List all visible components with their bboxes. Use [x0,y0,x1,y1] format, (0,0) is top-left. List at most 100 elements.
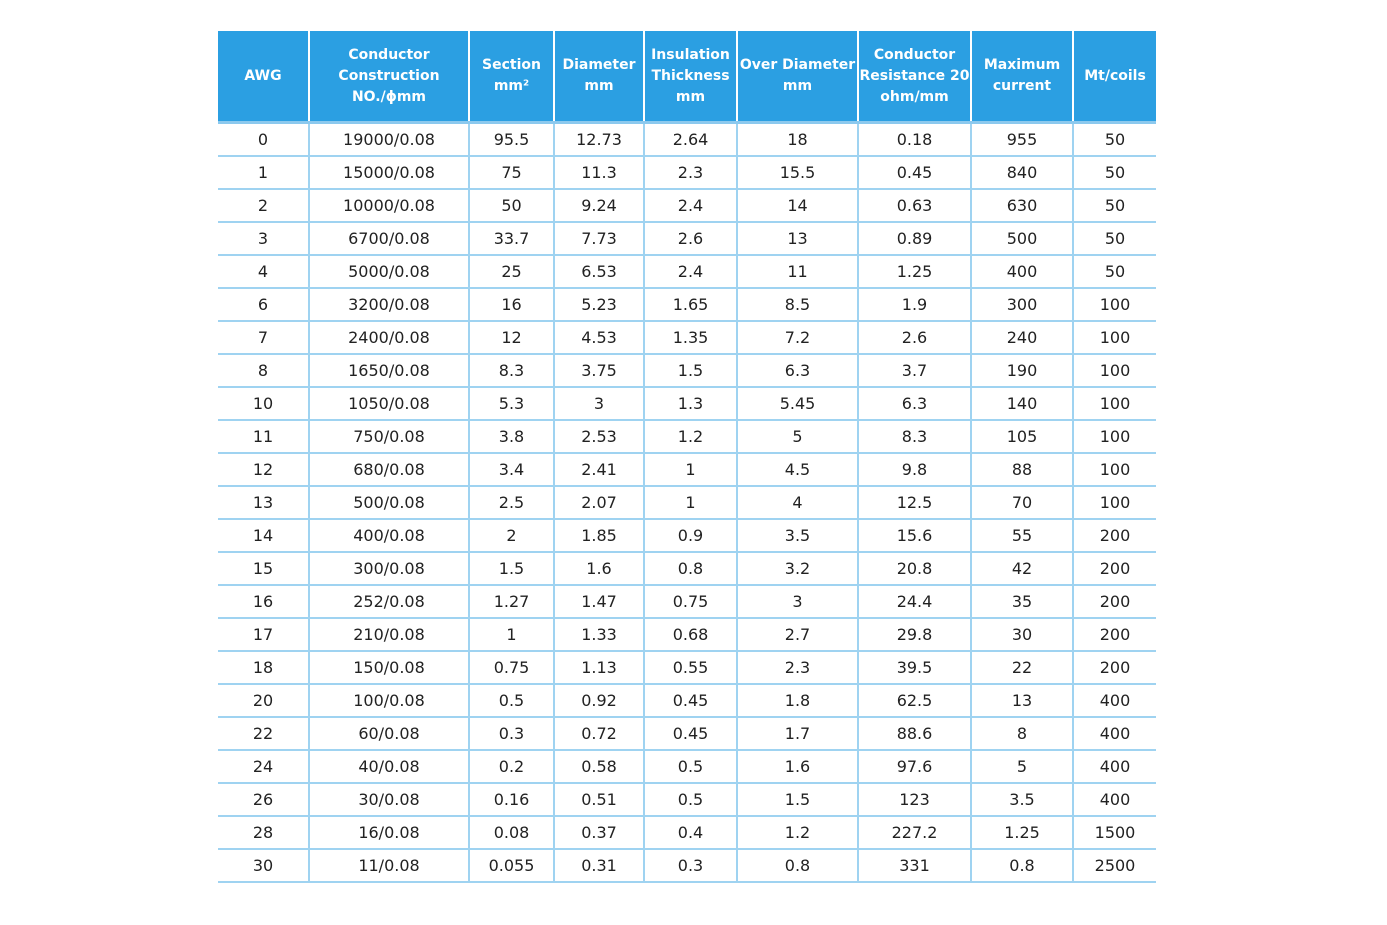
header-text: mm² [493,78,530,94]
table-cell: 2 [468,519,554,553]
table-cell: 190 [970,354,1073,388]
table-cell: 13 [970,684,1073,718]
table-cell: 300/0.08 [308,552,469,586]
table-cell: 10 [218,387,309,421]
table-cell: 8 [218,354,309,388]
table-cell: 16 [468,288,554,322]
table-cell: 50 [1072,255,1156,289]
table-cell: 1.6 [736,750,858,784]
table-row: 1 15000/0.08 75 11.3 2.3 15.5 0.45 840 50 [218,156,1156,190]
table-cell: 2.41 [553,453,644,487]
table-cell: 30 [970,618,1073,652]
table-cell: 1 [468,618,554,652]
table-cell: 13 [218,486,309,520]
table-cell: 0.92 [553,684,644,718]
table-cell: 1.33 [553,618,644,652]
table-cell: 2400/0.08 [308,321,469,355]
table-cell: 70 [970,486,1073,520]
table-cell: 2.64 [643,122,737,157]
table-cell: 3 [218,222,309,256]
header-text: Diameter [562,57,636,73]
table-cell: 1.13 [553,651,644,685]
table-row: 28 16/0.08 0.08 0.37 0.4 1.2 227.2 1.25 1500 [218,816,1156,850]
table-row: 10 1050/0.08 5.3 3 1.3 5.45 6.3 140 100 [218,387,1156,421]
table-row: 18 150/0.08 0.75 1.13 0.55 2.3 39.5 22 200 [218,651,1156,685]
table-row: 26 30/0.08 0.16 0.51 0.5 1.5 123 3.5 400 [218,783,1156,817]
table-cell: 11.3 [553,156,644,190]
table-cell: 11 [218,420,309,454]
table-cell: 50 [468,189,554,223]
table-cell: 12.5 [857,486,971,520]
table-cell: 9.8 [857,453,971,487]
spec-table: AWG Conductor Construction NO./ϕmm Section mm… [218,31,1156,883]
table-cell: 0.18 [857,122,971,157]
table-cell: 14 [736,189,858,223]
table-cell: 6.3 [736,354,858,388]
table-cell: 0.5 [468,684,554,718]
table-cell: 8 [970,717,1073,751]
table-cell: 3.5 [970,783,1073,817]
table-cell: 105 [970,420,1073,454]
table-cell: 17 [218,618,309,652]
table-cell: 2.7 [736,618,858,652]
table-cell: 15.5 [736,156,858,190]
table-cell: 20 [218,684,309,718]
header-text: Conductor [348,46,430,63]
table-cell: 0.45 [643,717,737,751]
table-cell: 1 [643,486,737,520]
table-cell: 4 [218,255,309,289]
table-row: 20 100/0.08 0.5 0.92 0.45 1.8 62.5 13 400 [218,684,1156,718]
table-row: 14 400/0.08 2 1.85 0.9 3.5 15.6 55 200 [218,519,1156,553]
header-text: Mt/coils [1084,67,1146,84]
table-cell: 500 [970,222,1073,256]
table-cell: 2.3 [736,651,858,685]
table-cell: 400 [1072,783,1156,817]
header-text: Over Diameter [739,57,856,73]
table-cell: 3.7 [857,354,971,388]
table-cell: 1.5 [643,354,737,388]
table-row: 6 3200/0.08 16 5.23 1.65 8.5 1.9 300 100 [218,288,1156,322]
header-cell: Conductor Resistance 20 ohm/mm [857,31,971,124]
table-cell: 400 [1072,750,1156,784]
header-text: mm [584,78,614,94]
table-cell: 15 [218,552,309,586]
header-row: AWG Conductor Construction NO./ϕmm Section mm… [218,31,1156,124]
table-cell: 1 [643,453,737,487]
table-row: 22 60/0.08 0.3 0.72 0.45 1.7 88.6 8 400 [218,717,1156,751]
header-cell: Conductor Construction NO./ϕmm [308,31,469,124]
table-cell: 0.3 [643,849,737,883]
header-cell: Section mm² [468,31,554,124]
header-text: Insulation [651,46,730,63]
table-cell: 2.4 [643,255,737,289]
table-cell: 11 [736,255,858,289]
table-cell: 100 [1072,288,1156,322]
table-cell: 1.8 [736,684,858,718]
table-cell: 42 [970,552,1073,586]
table-cell: 0.58 [553,750,644,784]
table-cell: 1.2 [643,420,737,454]
table-cell: 5.23 [553,288,644,322]
table-cell: 0.4 [643,816,737,850]
table-row: 13 500/0.08 2.5 2.07 1 4 12.5 70 100 [218,486,1156,520]
table-cell: 12 [218,453,309,487]
table-cell: 1.2 [736,816,858,850]
table-cell: 0.9 [643,519,737,553]
table-cell: 0.72 [553,717,644,751]
table-row: 24 40/0.08 0.2 0.58 0.5 1.6 97.6 5 400 [218,750,1156,784]
table-cell: 7 [218,321,309,355]
header-cell: Maximum current [970,31,1073,124]
table-cell: 100 [1072,354,1156,388]
table-cell: 240 [970,321,1073,355]
table-cell: 1.25 [970,816,1073,850]
table-cell: 13 [736,222,858,256]
table-wrap: AWG Conductor Construction NO./ϕmm Section mm… [218,31,1156,883]
table-cell: 19000/0.08 [308,122,469,157]
table-cell: 0.2 [468,750,554,784]
table-cell: 4.53 [553,321,644,355]
table-cell: 12.73 [553,122,644,157]
table-cell: 955 [970,122,1073,157]
table-cell: 7.2 [736,321,858,355]
table-row: 11 750/0.08 3.8 2.53 1.2 5 8.3 105 100 [218,420,1156,454]
header-text: Construction [338,67,440,84]
